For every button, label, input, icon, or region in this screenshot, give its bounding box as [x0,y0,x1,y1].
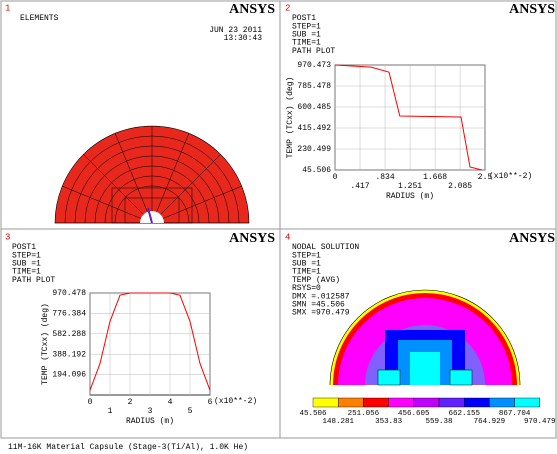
legend-swatch [414,398,439,407]
legend-label: 45.506 [299,410,327,418]
legend-label: 970.479 [524,418,556,426]
legend-swatch [439,398,464,407]
legend-label: 251.056 [348,410,380,418]
legend-label: 353.83 [375,418,403,426]
x-tick-label: .417 [350,182,369,191]
info-line: PATH PLOT [292,47,335,56]
y-axis-label: TEMP (TCxx) (deg) [286,77,295,159]
caption: 11M-16K Material Capsule (Stage-3(Ti/Al)… [8,443,248,452]
legend-label: 662.155 [448,410,480,418]
y-tick-label: 45.506 [302,166,331,175]
x-tick-label: 3 [148,407,153,416]
x-tick-label: 2.085 [448,182,472,191]
x-tick-label: 1.668 [423,173,447,182]
logo: ANSYS [229,231,275,246]
legend-label: 148.281 [322,418,354,426]
legend-swatch [464,398,489,407]
y-tick-label: 776.384 [52,310,86,319]
legend-swatch [489,398,514,407]
panel-number: 2 [285,3,290,13]
panel-number: 3 [5,232,10,242]
x-tick-label: 0 [333,173,338,182]
legend-label: 867.704 [499,410,531,418]
logo: ANSYS [509,231,555,246]
y-tick-label: 970.478 [52,289,86,298]
x-tick-label: 4 [168,398,173,407]
legend-swatch [313,398,338,407]
legend-swatch [389,398,414,407]
info-line: ELEMENTS [20,14,59,23]
panel-number: 4 [285,232,290,242]
legend-label: 559.38 [425,418,452,426]
multiplier: (x10**-2) [214,397,257,406]
y-tick-label: 785.478 [297,82,331,91]
y-tick-label: 600.485 [297,103,331,112]
legend-swatch [515,398,540,407]
legend-swatch [363,398,388,407]
logo: ANSYS [229,2,275,17]
y-tick-label: 230.499 [297,145,331,154]
legend-swatch [338,398,363,407]
y-axis-label: TEMP (TCxx) (deg) [41,303,50,385]
panel-number: 1 [5,3,10,13]
y-tick-label: 970.473 [297,61,331,70]
legend-label: 456.605 [398,410,430,418]
legend-label: 764.929 [474,418,506,426]
x-axis-label: RADIUS (m) [126,417,174,426]
x-tick-label: 0 [88,398,93,407]
x-tick-label: 2 [128,398,133,407]
y-tick-label: 415.492 [297,124,331,133]
y-tick-label: 194.096 [52,371,86,380]
multiplier: (x10**-2) [489,172,532,181]
info-line: PATH PLOT [12,276,55,285]
x-tick-label: 5 [188,407,193,416]
y-tick-label: 388.192 [52,350,86,359]
x-tick-label: 6 [208,398,213,407]
x-axis-label: RADIUS (m) [386,192,434,201]
y-tick-label: 582.288 [52,330,86,339]
time: 13:30:43 [224,34,263,43]
x-tick-label: .834 [375,173,394,182]
info-line: SMX =970.479 [292,309,350,318]
screen: 11M-16K Material Capsule (Stage-3(Ti/Al)… [0,0,557,454]
x-tick-label: 1.251 [398,182,422,191]
logo: ANSYS [509,2,555,17]
x-tick-label: 1 [108,407,113,416]
